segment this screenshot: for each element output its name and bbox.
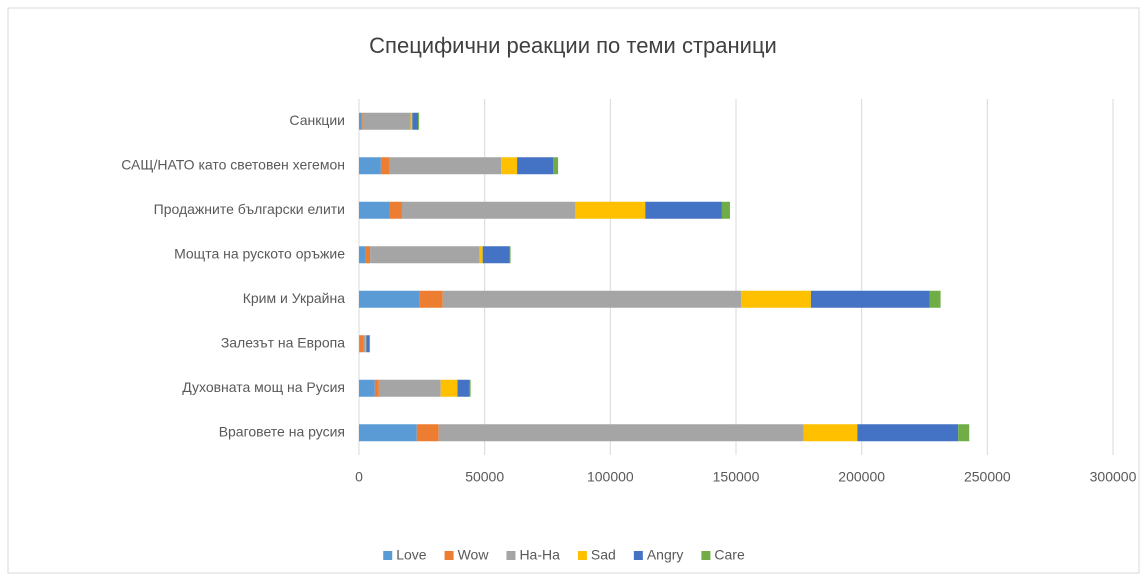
legend-swatch <box>383 551 393 560</box>
bar-segment <box>359 379 375 397</box>
legend-swatch <box>506 551 516 560</box>
bar-segment <box>442 290 742 308</box>
y-tick-label: САЩ/НАТО като световен хегемон <box>121 156 345 172</box>
bar-segment <box>359 112 362 130</box>
y-tick-label: Продажните български елити <box>154 201 345 217</box>
bar-segment <box>363 335 366 353</box>
x-tick-label: 100000 <box>587 469 634 485</box>
legend-swatch <box>577 551 587 560</box>
legend-swatch <box>444 551 454 560</box>
bar-segment <box>370 246 480 264</box>
bar-segment <box>419 290 443 308</box>
bar-segment <box>374 379 379 397</box>
bar-segment <box>440 379 458 397</box>
bar-segment <box>803 424 858 442</box>
bar-segment <box>416 424 439 442</box>
chart-title: Специфични реакции по теми страници <box>369 33 777 58</box>
bar-segment <box>438 424 804 442</box>
bar-segment <box>553 157 559 175</box>
legend-label: Care <box>714 547 745 563</box>
bar-segment <box>359 424 417 442</box>
bar-segment <box>501 157 518 175</box>
legend-label: Wow <box>458 547 490 563</box>
y-tick-label: Залезът на Европа <box>221 334 345 350</box>
bar-segment <box>741 290 811 308</box>
bar-segment <box>389 157 502 175</box>
bar-segment <box>457 379 470 397</box>
bar-segment <box>410 112 413 130</box>
bar-segment <box>958 424 970 442</box>
x-tick-label: 300000 <box>1090 469 1137 485</box>
bar-segment <box>359 157 381 175</box>
bar-segment <box>378 379 441 397</box>
y-tick-label: Санкции <box>289 112 345 128</box>
bar-segment <box>575 201 646 219</box>
y-tick-label: Мощта на руското оръжие <box>174 245 345 261</box>
legend-label: Love <box>396 547 427 563</box>
x-tick-label: 0 <box>355 469 363 485</box>
bar-segment <box>369 335 371 353</box>
x-tick-label: 150000 <box>713 469 760 485</box>
bar-segment <box>482 246 510 264</box>
bar-segment <box>929 290 941 308</box>
y-tick-label: Духовната мощ на Русия <box>182 379 345 395</box>
bar-segment <box>401 201 576 219</box>
bar-segment <box>418 112 420 130</box>
bar-segment <box>359 290 420 308</box>
legend-swatch <box>701 551 711 560</box>
bar-segment <box>810 290 930 308</box>
bar-segment <box>517 157 554 175</box>
x-tick-label: 50000 <box>465 469 504 485</box>
legend-label: Sad <box>591 547 616 563</box>
x-tick-label: 250000 <box>964 469 1011 485</box>
bar-segment <box>389 201 402 219</box>
legend-label: Ha-Ha <box>519 547 560 563</box>
bar-segment <box>721 201 730 219</box>
bar-segment <box>359 201 390 219</box>
bar-segment <box>359 335 360 353</box>
bar-segment <box>359 246 366 264</box>
bar-segment <box>509 246 511 264</box>
bar-segment <box>365 246 371 264</box>
bar-segment <box>412 112 419 130</box>
bar-segment <box>645 201 722 219</box>
bar-segment <box>479 246 483 264</box>
bar-segment <box>361 112 363 130</box>
y-tick-label: Враговете на русия <box>219 423 345 439</box>
bar-segment <box>380 157 390 175</box>
bar-segment <box>857 424 959 442</box>
bar-segment <box>362 112 411 130</box>
bar-segment <box>359 335 364 353</box>
bar-segment <box>469 379 471 397</box>
bar-segment <box>365 335 367 353</box>
legend-swatch <box>633 551 643 560</box>
y-tick-label: Крим и Украйна <box>243 290 346 306</box>
legend-label: Angry <box>647 547 684 563</box>
x-tick-label: 200000 <box>838 469 885 485</box>
chart-frame <box>7 7 1140 574</box>
bar-segment <box>366 335 370 353</box>
